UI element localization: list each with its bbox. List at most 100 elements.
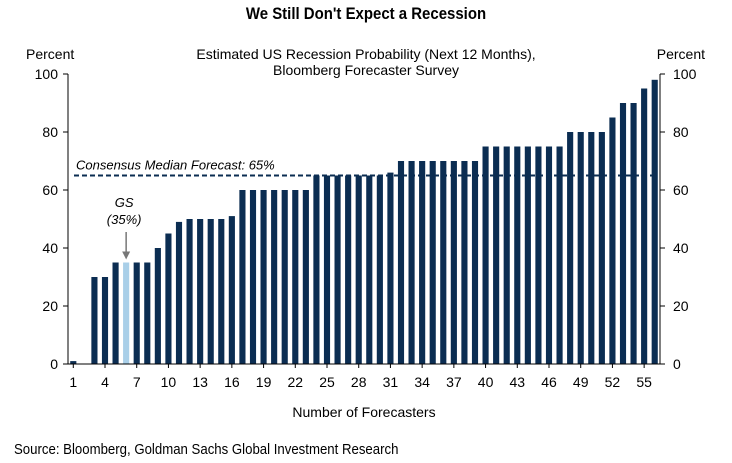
bar <box>249 190 257 364</box>
chart-subtitle-line: Estimated US Recession Probability (Next… <box>196 46 535 62</box>
bar <box>493 146 500 364</box>
y-tick-label-right: 20 <box>673 298 689 314</box>
bar <box>197 219 204 364</box>
x-tick-label: 25 <box>319 374 335 390</box>
bar <box>228 216 235 364</box>
x-tick-label: 55 <box>636 374 652 390</box>
x-tick-label: 1 <box>69 374 77 390</box>
bar <box>503 146 510 364</box>
bar <box>175 221 183 364</box>
bar <box>323 175 331 364</box>
bar <box>630 103 637 364</box>
y-tick-label-left: 20 <box>42 298 58 314</box>
y-ticks-left: 0 20 40 60 80 100 <box>35 66 68 372</box>
bar <box>408 161 415 364</box>
y-tick-label-right: 100 <box>673 66 697 82</box>
gs-value-label: (35%) <box>107 212 142 227</box>
y-tick-label-right: 80 <box>673 124 689 140</box>
y-tick-label-right: 0 <box>673 356 681 372</box>
bar <box>461 161 468 364</box>
bar <box>91 277 98 364</box>
y-tick-label-left: 60 <box>42 182 58 198</box>
consensus-line-group: Consensus Median Forecast: 65% <box>74 158 656 177</box>
page-title: We Still Don't Expect a Recession <box>245 4 487 23</box>
bar <box>387 172 394 364</box>
bar <box>535 146 542 364</box>
bar <box>281 190 288 364</box>
bar <box>429 161 436 364</box>
bar <box>598 132 605 364</box>
bar <box>154 248 161 364</box>
bar <box>567 132 574 364</box>
bar <box>641 88 648 364</box>
y-axis-label-left: Percent <box>26 46 74 62</box>
bar <box>239 190 246 364</box>
bar <box>450 161 457 364</box>
bar <box>292 190 299 364</box>
x-tick-label: 40 <box>478 374 494 390</box>
bar <box>334 175 341 364</box>
x-tick-label: 10 <box>161 374 177 390</box>
bar <box>619 103 627 364</box>
bar <box>345 175 352 364</box>
consensus-median-label: Consensus Median Forecast: 65% <box>76 158 275 173</box>
bar <box>355 175 362 364</box>
x-tick-label: 19 <box>256 374 272 390</box>
bar <box>397 161 405 364</box>
x-tick-label: 52 <box>605 374 621 390</box>
bar <box>271 190 278 364</box>
x-tick-label: 13 <box>192 374 208 390</box>
bar <box>471 161 479 364</box>
bar <box>144 262 151 364</box>
bar <box>376 175 383 364</box>
x-tick-label: 22 <box>287 374 303 390</box>
bar <box>207 219 214 364</box>
bar <box>165 233 172 364</box>
bar <box>112 262 119 364</box>
bar <box>123 262 130 364</box>
bar <box>133 262 140 364</box>
y-axis-label-right: Percent <box>657 46 705 62</box>
x-tick-label: 43 <box>509 374 525 390</box>
chart-subtitle: Estimated US Recession Probability (Next… <box>196 46 535 78</box>
bar <box>70 361 77 364</box>
source-note: Source: Bloomberg, Goldman Sachs Global … <box>14 441 399 458</box>
bar <box>482 146 489 364</box>
x-axis-label: Number of Forecasters <box>292 404 435 420</box>
chart-subtitle-line: Bloomberg Forecaster Survey <box>273 62 459 78</box>
bar <box>419 161 426 364</box>
gs-label: GS <box>115 195 134 210</box>
y-tick-label-right: 60 <box>673 182 689 198</box>
bar <box>651 79 658 365</box>
x-tick-label: 34 <box>414 374 430 390</box>
x-tick-label: 37 <box>446 374 462 390</box>
x-tick-label: 7 <box>133 374 141 390</box>
bar <box>524 146 531 364</box>
bar <box>260 190 267 364</box>
y-tick-label-left: 100 <box>35 66 59 82</box>
x-ticks: 1 4 7 10 13 16 19 22 25 28 31 34 37 40 43 46 49 52 55 <box>69 364 652 390</box>
x-tick-label: 31 <box>383 374 399 390</box>
gs-annotation: GS (35%) <box>107 195 142 260</box>
y-tick-label-left: 80 <box>42 124 58 140</box>
x-tick-label: 16 <box>224 374 240 390</box>
bar <box>588 132 595 364</box>
y-ticks-right: 0 20 40 60 80 100 <box>660 66 697 372</box>
bar <box>186 219 193 364</box>
bar <box>440 161 447 364</box>
bars <box>70 79 658 365</box>
bar <box>313 175 320 364</box>
bar <box>101 277 109 364</box>
bar <box>514 146 521 364</box>
bar <box>366 175 373 364</box>
y-tick-label-right: 40 <box>673 240 689 256</box>
bar <box>218 219 225 364</box>
bar <box>302 190 309 364</box>
x-tick-label: 46 <box>541 374 557 390</box>
gs-arrow-head <box>122 251 131 260</box>
x-tick-label: 4 <box>101 374 109 390</box>
y-tick-label-left: 40 <box>42 240 58 256</box>
x-tick-label: 28 <box>351 374 367 390</box>
y-tick-label-left: 0 <box>50 356 58 372</box>
